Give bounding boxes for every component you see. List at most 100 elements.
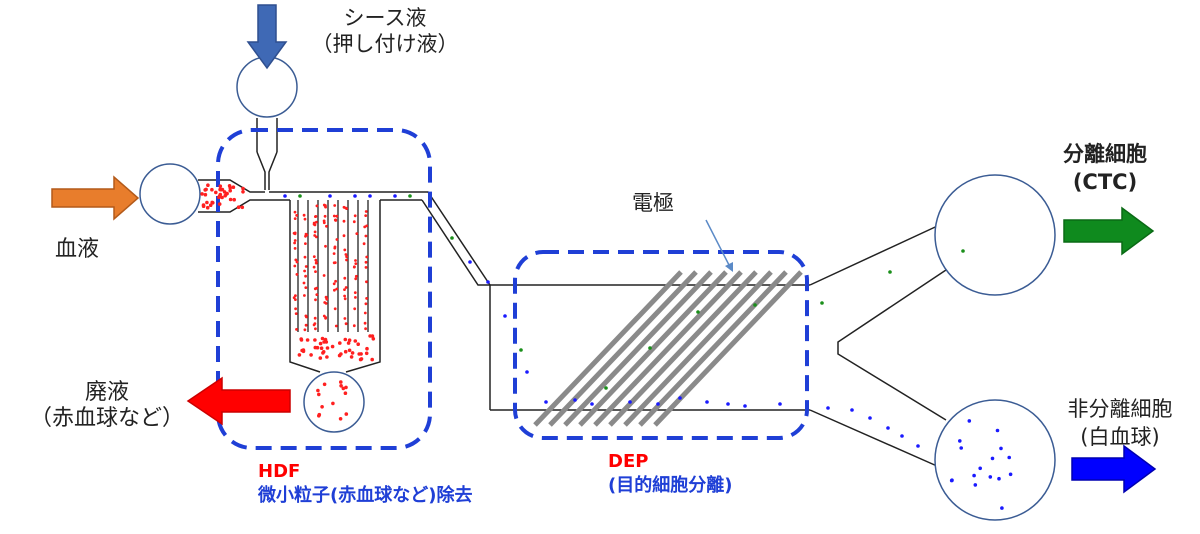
cell-dot [228, 186, 232, 190]
cell-dot [318, 341, 323, 346]
cell-dot [283, 194, 287, 198]
cell-dot [850, 408, 854, 412]
cell-dot [339, 352, 343, 356]
cell-dot [293, 247, 297, 250]
cell-dot [525, 370, 529, 374]
right-arrow-icon [1063, 206, 1155, 256]
cell-dot [778, 402, 782, 406]
electrode-bar [608, 270, 758, 427]
cell-dot [503, 314, 507, 318]
nonseparated-label-line1: 非分離細胞 [1067, 397, 1173, 421]
cell-dot [219, 187, 223, 192]
cell-dot [314, 258, 318, 262]
sheath-label-line1: シース液 [343, 6, 427, 30]
cell-dot [217, 202, 222, 206]
cell-dot [293, 239, 297, 242]
cell-dot [354, 274, 358, 278]
cell-dot [343, 288, 346, 291]
cell-dot [972, 473, 976, 478]
cell-dot [314, 215, 317, 219]
cell-dot [353, 194, 357, 198]
cell-dot [325, 346, 330, 350]
cell-dot [346, 341, 351, 345]
cell-dot [324, 205, 327, 209]
cell-dot [519, 348, 523, 352]
cell-dot [961, 249, 965, 253]
cell-dot [355, 232, 359, 236]
waste-label-line1: 廃液 [84, 380, 129, 405]
cell-dot [208, 203, 213, 207]
cell-dot [343, 294, 346, 298]
cell-dot [325, 297, 329, 301]
nonseparated-label-line2: (白血球) [1080, 425, 1160, 449]
cell-dot [302, 281, 306, 285]
cell-dot [206, 183, 210, 187]
cell-dot [333, 204, 337, 207]
cell-dot [314, 235, 318, 239]
cell-dot [995, 428, 1000, 433]
cell-dot [323, 214, 327, 218]
cell-dot [988, 475, 993, 479]
cell-dot [356, 342, 361, 347]
cell-dot [648, 346, 652, 350]
cell-dot [359, 352, 363, 356]
cell-dot [450, 236, 454, 240]
cell-dot [304, 265, 308, 268]
cell-dot [345, 255, 348, 259]
cell-dot [338, 341, 342, 345]
cell-dot [295, 273, 299, 276]
cell-dot [364, 260, 368, 264]
cell-dot [408, 194, 412, 198]
cell-dot [321, 350, 326, 354]
cell-dot [368, 194, 372, 198]
cell-dot [303, 328, 307, 332]
cell-dot [205, 205, 210, 210]
cell-dot [299, 337, 304, 341]
cell-dot [315, 293, 319, 296]
cell-dot [203, 192, 208, 197]
cell-dot [364, 214, 368, 218]
cell-dot [343, 248, 347, 252]
cell-dot [978, 466, 982, 471]
cell-dot [328, 194, 332, 198]
cell-dot [347, 348, 352, 353]
cell-dot [364, 327, 367, 331]
cell-dot [363, 321, 367, 325]
cell-dot [468, 260, 472, 264]
blood-inlet-reservoir [139, 163, 201, 225]
cell-dot [604, 386, 608, 390]
cell-dot [228, 188, 232, 193]
cell-dot [303, 217, 307, 221]
cell-dot [949, 478, 954, 483]
right-arrow-icon [1071, 444, 1157, 494]
cell-dot [344, 286, 348, 289]
cell-dot [753, 303, 757, 307]
cell-dot [344, 322, 348, 326]
cell-dot [349, 355, 354, 359]
hdf-comb-channels [297, 200, 369, 332]
cell-dot [313, 322, 317, 325]
cell-dot [218, 192, 223, 197]
cell-dot [370, 357, 375, 362]
electrode-bar [578, 270, 728, 427]
cell-dot [370, 334, 375, 338]
cell-dot [353, 339, 358, 343]
cell-dot [344, 253, 348, 256]
cell-dot [628, 400, 632, 404]
cell-dot [309, 353, 313, 357]
ctc-outlet-reservoir [934, 174, 1056, 296]
cell-dot [886, 426, 890, 430]
cell-dot [218, 184, 223, 188]
cell-dot [359, 357, 364, 361]
cell-dot [573, 398, 577, 402]
sheath-label: シース液 （押し付け液） [290, 5, 480, 57]
nonseparated-cells-label: 非分離細胞 (白血球) [1050, 395, 1190, 451]
cell-dot [241, 190, 245, 194]
cell-dot [205, 200, 209, 205]
cell-dot [364, 210, 368, 213]
electrode-bar [533, 270, 683, 427]
cell-dot [303, 294, 306, 297]
cell-dot [313, 338, 317, 342]
separated-label-line1: 分離細胞 [1063, 142, 1147, 166]
